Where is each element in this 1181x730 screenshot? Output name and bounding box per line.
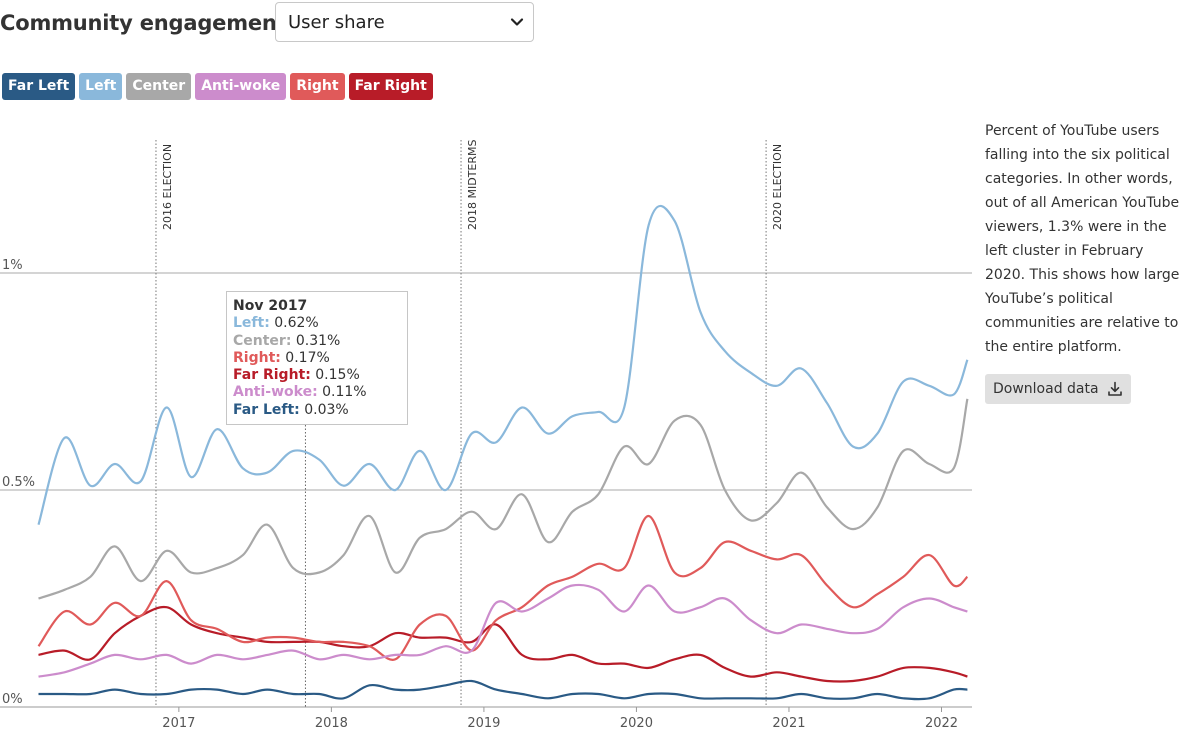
event-marker-label: 2020 ELECTION xyxy=(771,144,784,230)
legend-chip-center[interactable]: Center xyxy=(126,73,192,100)
legend-chip-far-right[interactable]: Far Right xyxy=(348,73,433,100)
series-line-right xyxy=(37,514,969,661)
download-icon xyxy=(1107,381,1122,396)
download-data-label: Download data xyxy=(993,381,1099,397)
x-tick-label: 2018 xyxy=(315,716,348,730)
tooltip-row: Center: 0.31% xyxy=(233,333,401,350)
tooltip-row-value: 0.31% xyxy=(291,332,341,349)
chart-description: Percent of YouTube users falling into th… xyxy=(985,123,1180,355)
y-tick-label: 0% xyxy=(2,692,23,707)
legend-chip-right[interactable]: Right xyxy=(290,73,345,100)
tooltip-row: Anti-woke: 0.11% xyxy=(233,384,401,401)
tooltip-row-value: 0.15% xyxy=(310,367,360,384)
event-marker-label: 2016 ELECTION xyxy=(161,144,174,230)
event-marker-label: 2018 MIDTERMS xyxy=(466,140,479,230)
y-tick-label: 0.5% xyxy=(2,475,35,490)
tooltip-row-value: 0.11% xyxy=(317,384,367,401)
tooltip-row: Left: 0.62% xyxy=(233,315,401,332)
tooltip-row-value: 0.17% xyxy=(280,349,330,366)
chevron-down-icon xyxy=(510,18,524,26)
tooltip-row-value: 0.62% xyxy=(269,315,319,332)
tooltip-row-label: Left: xyxy=(233,315,270,332)
metric-select[interactable]: User share xyxy=(275,2,534,42)
hover-tooltip: Nov 2017 Left: 0.62% Center: 0.31% Right: … xyxy=(226,291,408,425)
tooltip-row-label: Anti-woke: xyxy=(233,384,318,401)
legend-chip-anti-woke[interactable]: Anti-woke xyxy=(195,73,287,100)
metric-select-value: User share xyxy=(288,11,385,33)
x-tick-label: 2017 xyxy=(162,716,195,730)
chart-header: Community engagement xyxy=(0,2,287,44)
series-line-anti-woke xyxy=(38,583,968,678)
y-tick-label: 1% xyxy=(2,258,23,273)
tooltip-rows: Left: 0.62% Center: 0.31% Right: 0.17% Far … xyxy=(233,315,401,419)
tooltip-row: Far Right: 0.15% xyxy=(233,367,401,384)
tooltip-row: Far Left: 0.03% xyxy=(233,402,401,419)
tooltip-row-label: Center: xyxy=(233,332,292,349)
x-tick-label: 2020 xyxy=(620,716,653,730)
x-tick-label: 2021 xyxy=(772,716,805,730)
tooltip-row-label: Far Left: xyxy=(233,401,300,418)
series-legend: Far Left Left Center Anti-woke Right Far Righ… xyxy=(2,73,433,100)
series-line-left xyxy=(37,204,969,526)
tooltip-row-label: Far Right: xyxy=(233,367,311,384)
legend-chip-far-left[interactable]: Far Left xyxy=(2,73,76,100)
tooltip-row-label: Right: xyxy=(233,349,281,366)
tooltip-date: Nov 2017 xyxy=(233,298,308,314)
legend-chip-left[interactable]: Left xyxy=(79,73,123,100)
series-line-center xyxy=(38,398,969,600)
series-line-far-right xyxy=(38,605,968,683)
page-title: Community engagement xyxy=(0,11,287,35)
tooltip-row-value: 0.03% xyxy=(299,401,349,418)
series-line-far-left xyxy=(38,679,968,701)
x-tick-label: 2019 xyxy=(467,716,500,730)
tooltip-row: Right: 0.17% xyxy=(233,350,401,367)
x-tick-label: 2022 xyxy=(925,716,958,730)
download-data-button[interactable]: Download data xyxy=(985,374,1131,404)
